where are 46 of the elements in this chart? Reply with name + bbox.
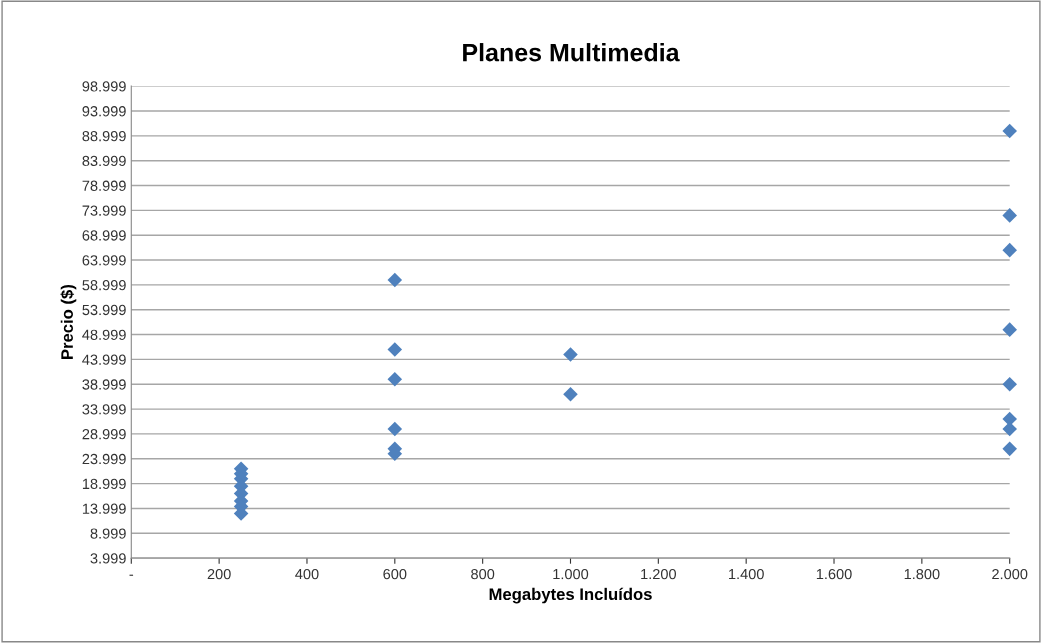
y-tick-label: 18.999	[82, 478, 126, 490]
point	[387, 421, 403, 437]
y-tick-label: 33.999	[82, 404, 126, 415]
x-tick-label: 1.200	[641, 568, 677, 580]
y-tick-label: 43.999	[82, 354, 126, 365]
y-axis-title: Precio ($)	[60, 284, 77, 359]
point	[1002, 123, 1017, 139]
x-tick-label: 200	[207, 568, 231, 580]
point	[387, 272, 403, 288]
x-tick-label: 1.400	[729, 568, 764, 580]
y-tick-label: 88.999	[82, 130, 126, 142]
y-tick-label: 53.999	[82, 304, 126, 316]
y-tick-label: 23.999	[82, 453, 126, 465]
y-tick-label: 83.999	[82, 155, 126, 167]
y-tick-label: 93.999	[82, 106, 126, 117]
y-tick-label: 8.999	[90, 528, 126, 539]
point	[1002, 441, 1017, 457]
x-tick-label: 600	[383, 568, 407, 580]
chart-title: Planes Multimedia	[463, 43, 680, 62]
x-tick-label: -	[129, 574, 134, 576]
x-tick-label: 1.800	[904, 568, 940, 580]
x-axis-title: Megabytes Incluídos	[489, 587, 652, 604]
point	[1002, 377, 1017, 392]
y-tick-label: 98.999	[82, 81, 126, 92]
y-tick-label: 78.999	[82, 180, 126, 191]
y-tick-label: 73.999	[82, 205, 126, 216]
point	[1002, 322, 1017, 337]
y-tick-label: 48.999	[82, 329, 126, 340]
x-tick-label: 2.000	[992, 568, 1028, 580]
point	[1002, 208, 1017, 223]
y-tick-label: 3.999	[90, 553, 126, 564]
point	[1002, 242, 1017, 258]
x-tick-label: 1.600	[816, 568, 852, 580]
x-tick-label: 400	[295, 568, 319, 580]
y-tick-label: 13.999	[82, 503, 126, 514]
x-tick-label: 800	[471, 568, 495, 580]
point	[387, 372, 403, 387]
y-tick-label: 68.999	[82, 230, 126, 241]
point	[563, 347, 578, 362]
y-tick-label: 63.999	[82, 255, 126, 266]
y-tick-label: 58.999	[82, 279, 126, 291]
y-tick-label: 28.999	[82, 429, 126, 440]
point	[563, 386, 578, 402]
y-tick-label: 38.999	[82, 379, 126, 390]
x-tick-label: 1.000	[553, 568, 589, 580]
point	[387, 342, 403, 357]
